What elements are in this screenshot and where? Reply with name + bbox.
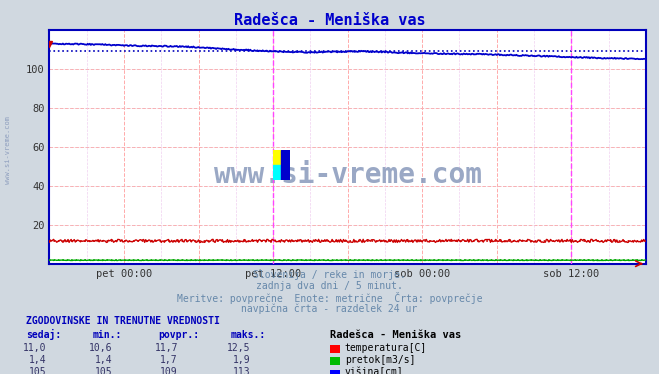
Text: 11,0: 11,0 [22, 343, 46, 353]
Text: temperatura[C]: temperatura[C] [345, 343, 427, 353]
Text: www.si-vreme.com: www.si-vreme.com [214, 161, 482, 189]
Text: zadnja dva dni / 5 minut.: zadnja dva dni / 5 minut. [256, 281, 403, 291]
Text: 105: 105 [94, 368, 112, 374]
Text: Radešca - Meniška vas: Radešca - Meniška vas [234, 13, 425, 28]
Text: Radešca - Meniška vas: Radešca - Meniška vas [330, 330, 461, 340]
Text: povpr.:: povpr.: [158, 330, 199, 340]
Bar [273, 150, 281, 165]
Text: 105: 105 [28, 368, 46, 374]
Bar [273, 165, 281, 180]
Text: ZGODOVINSKE IN TRENUTNE VREDNOSTI: ZGODOVINSKE IN TRENUTNE VREDNOSTI [26, 316, 220, 325]
Text: Meritve: povprečne  Enote: metrične  Črta: povprečje: Meritve: povprečne Enote: metrične Črta:… [177, 292, 482, 304]
Text: 1,4: 1,4 [94, 355, 112, 365]
Text: min.:: min.: [92, 330, 122, 340]
Text: 109: 109 [160, 368, 178, 374]
Text: 1,7: 1,7 [160, 355, 178, 365]
Text: 10,6: 10,6 [88, 343, 112, 353]
Text: pretok[m3/s]: pretok[m3/s] [345, 355, 415, 365]
Text: 11,7: 11,7 [154, 343, 178, 353]
Text: 1,9: 1,9 [233, 355, 250, 365]
Text: Slovenija / reke in morje.: Slovenija / reke in morje. [253, 270, 406, 280]
Text: sedaj:: sedaj: [26, 329, 61, 340]
Text: www.si-vreme.com: www.si-vreme.com [5, 116, 11, 184]
Text: navpična črta - razdelek 24 ur: navpična črta - razdelek 24 ur [241, 304, 418, 314]
Text: maks.:: maks.: [231, 330, 266, 340]
Bar [281, 150, 289, 180]
Text: višina[cm]: višina[cm] [345, 367, 403, 374]
Text: 12,5: 12,5 [227, 343, 250, 353]
Text: 113: 113 [233, 368, 250, 374]
Text: 1,4: 1,4 [28, 355, 46, 365]
